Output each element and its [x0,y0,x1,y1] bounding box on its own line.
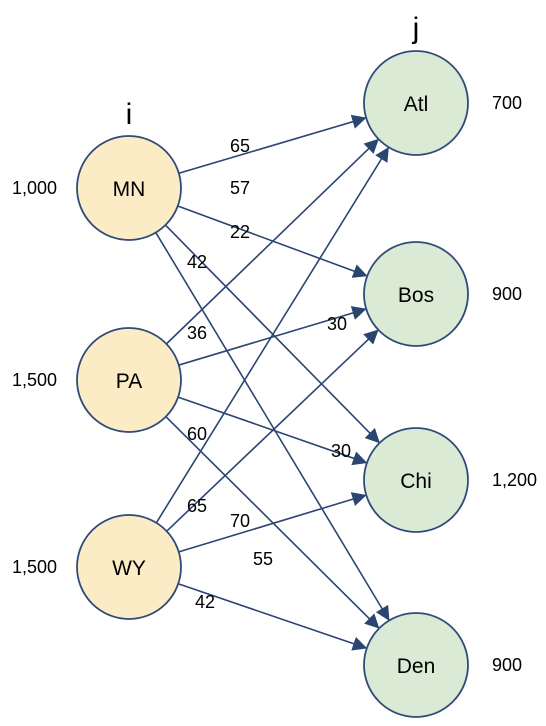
cost-label-wy-chi: 55 [253,549,273,569]
edge-pa-den [165,416,380,629]
source-node-circle [76,327,182,433]
destinations-header: j [412,12,420,45]
source-node-wy: WY 1,500 [12,514,182,620]
destination-node-label: Den [397,655,436,678]
edge-wy-den [177,583,368,651]
edge-mn-bos [177,205,368,278]
source-node-label: MN [113,178,146,201]
supply-value-mn: 1,000 [12,178,57,198]
edge-pa-chi [177,396,368,466]
cost-label-mn-bos: 57 [230,178,250,198]
edge-mn-chi [164,224,380,444]
source-node-label: WY [112,557,146,580]
destination-node-circle [363,427,469,533]
destination-node-circle [363,612,469,718]
cost-label-wy-atl: 65 [187,496,207,516]
source-node-circle [76,514,182,620]
demand-value-den: 900 [492,655,522,675]
source-node-pa: PA 1,500 [12,327,182,433]
destination-node-label: Bos [398,284,434,307]
edge-mn-atl [178,114,367,175]
demand-value-atl: 700 [492,93,522,113]
cost-label-wy-den: 42 [195,592,215,612]
supply-value-wy: 1,500 [12,557,57,577]
source-node-circle [76,135,182,241]
cost-label-wy-bos: 70 [230,511,250,531]
edge-pa-atl [165,138,379,345]
source-node-label: PA [116,370,142,393]
cost-label-pa-chi: 30 [331,441,351,461]
destination-node-den: Den 900 [363,612,522,718]
edge-mn-den [155,232,390,621]
destination-node-label: Chi [400,470,432,493]
destination-node-circle [363,241,469,347]
cost-label-pa-den: 60 [187,424,207,444]
destination-node-circle [363,50,469,156]
destination-node-label: Atl [404,93,429,116]
edge-wy-bos [166,329,379,532]
cost-label-mn-den: 42 [187,252,207,272]
cost-label-mn-chi: 22 [230,222,250,242]
source-node-mn: MN 1,000 [12,135,182,241]
demand-value-chi: 1,200 [492,470,537,490]
supply-value-pa: 1,500 [12,370,57,390]
destination-node-chi: Chi 1,200 [363,427,537,533]
cost-label-pa-atl: 36 [187,323,207,343]
edge-wy-chi [178,492,367,553]
edges-layer [155,114,390,651]
destination-node-atl: Atl 700 [363,50,522,156]
edge-wy-atl [155,146,389,524]
sources-header: i [126,98,133,131]
nodes-layer: MN 1,000 PA 1,500 WY 1,500 Atl 700 Bos 900 Chi 1,20… [12,50,537,718]
cost-label-mn-atl: 65 [230,136,250,156]
destination-node-bos: Bos 900 [363,241,522,347]
cost-label-pa-bos: 30 [327,314,347,334]
demand-value-bos: 900 [492,284,522,304]
